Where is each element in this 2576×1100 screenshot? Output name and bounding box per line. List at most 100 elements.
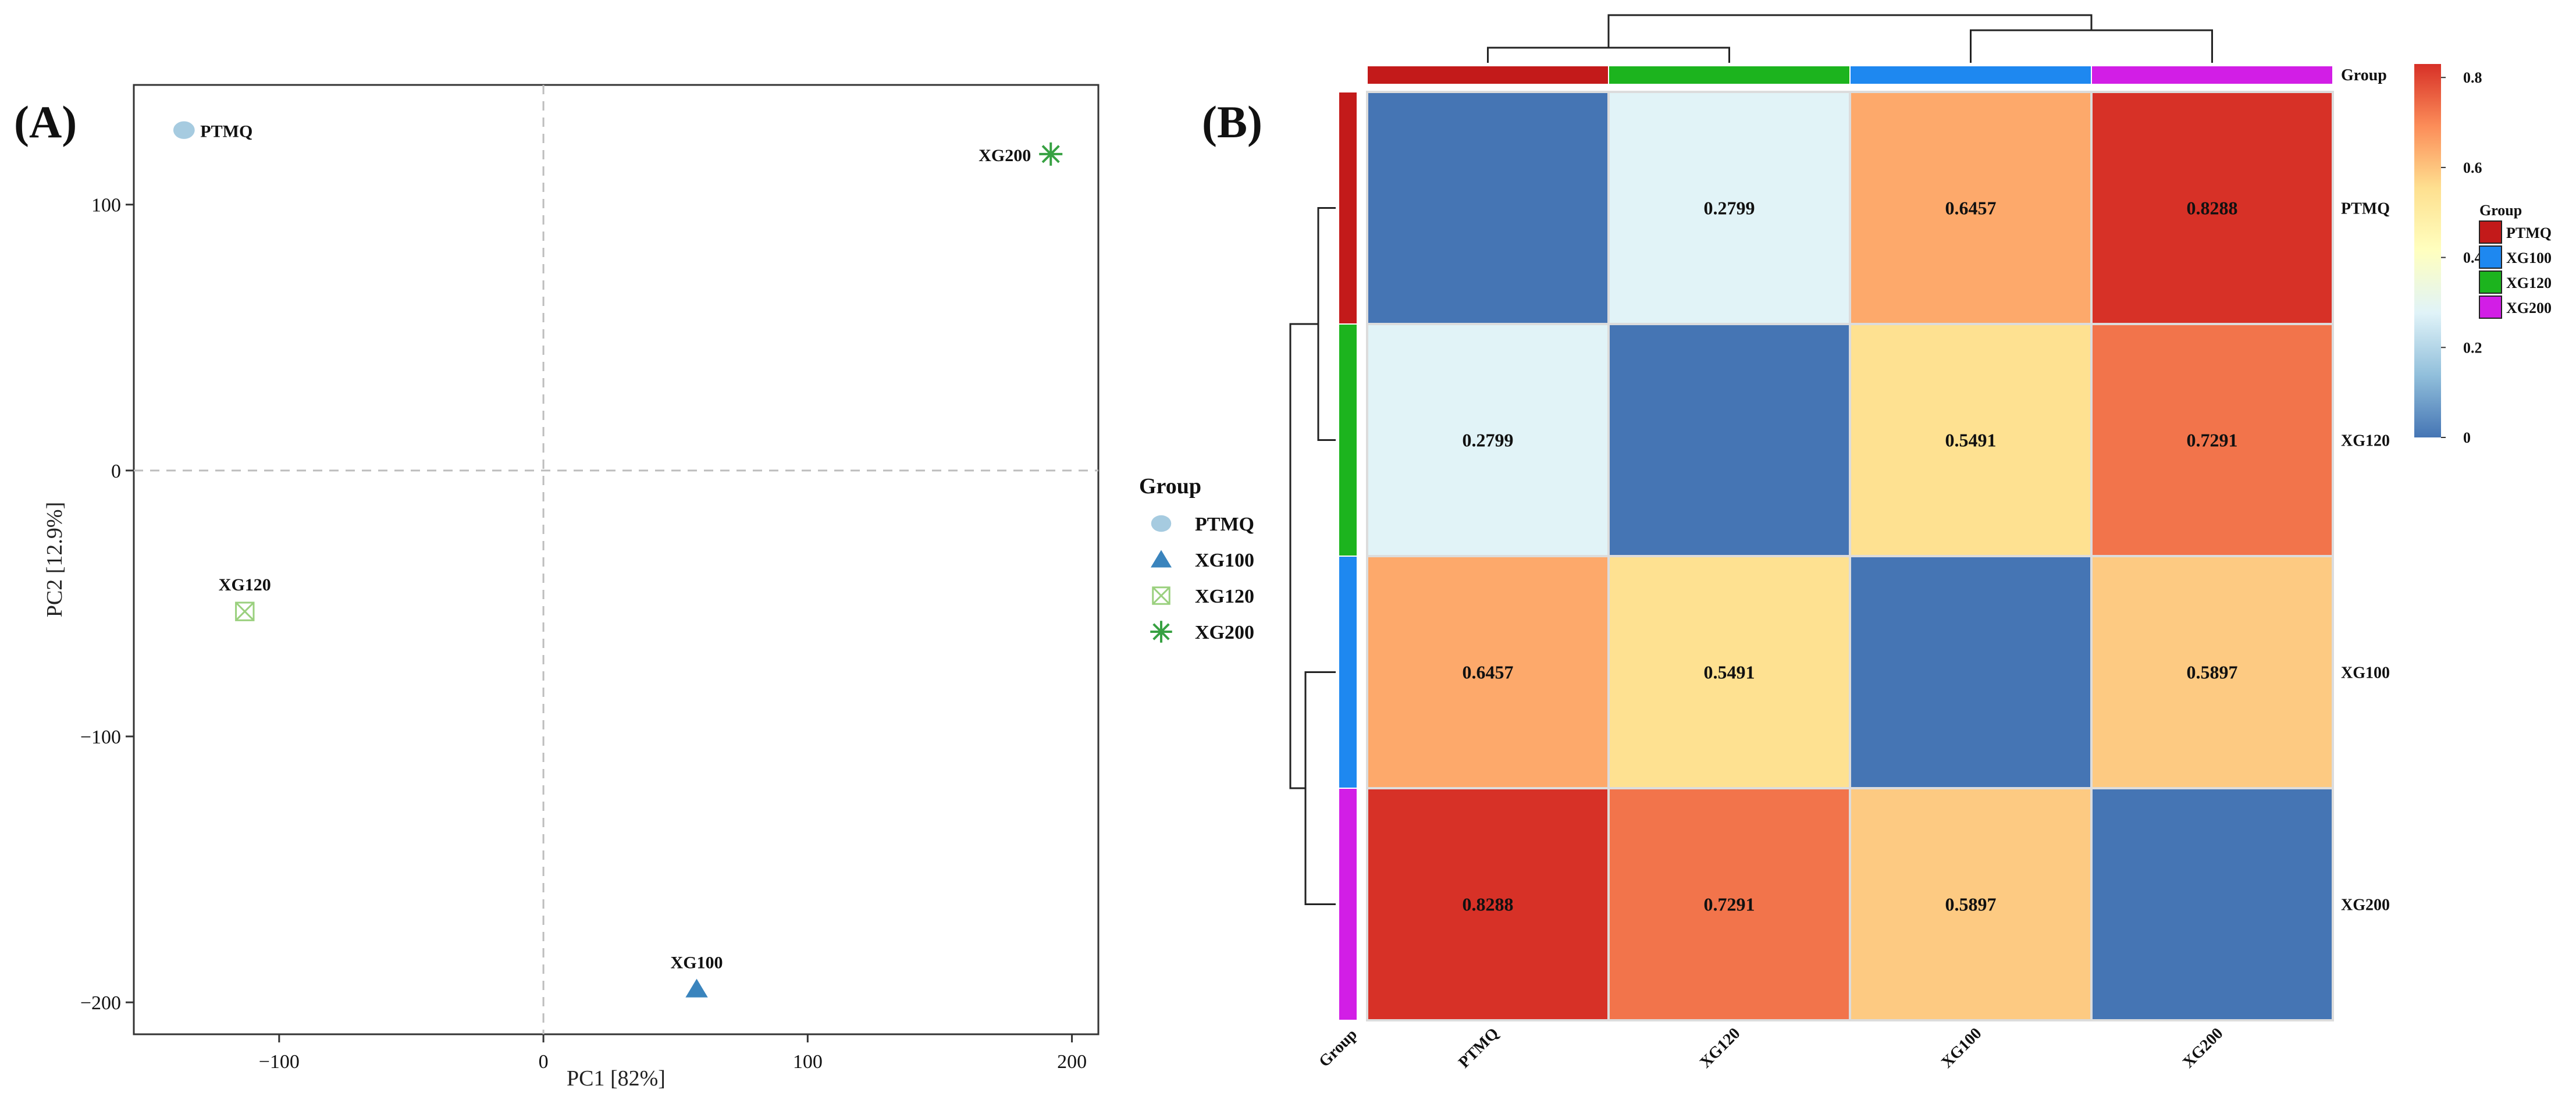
column-group-bar: [1368, 66, 1608, 84]
heatmap-cell: [2090, 787, 2334, 1021]
panel-a-label: (A): [14, 97, 77, 147]
cell-value: 0.2799: [1463, 430, 1514, 451]
point-label: PTMQ: [200, 122, 252, 141]
column-group-bar: [2092, 66, 2332, 84]
marker-square: [235, 601, 255, 621]
legend-label: XG120: [1195, 586, 1254, 607]
column-label: XG100: [1938, 1024, 1985, 1071]
y-tick-label: 0: [111, 461, 121, 482]
x-tick-label: 200: [1057, 1051, 1087, 1073]
cell-value: 0.6457: [1463, 662, 1514, 683]
heatmap-cell: [1366, 555, 1610, 789]
column-label: XG120: [1696, 1024, 1744, 1071]
column-group-bar: [1609, 66, 1849, 84]
dendrogram-branch: [1970, 29, 2213, 63]
column-label: PTMQ: [1455, 1024, 1502, 1071]
row-group-bar: [1339, 92, 1357, 323]
cell-value: 0.5491: [1945, 430, 1997, 451]
group-legend-label: XG100: [2506, 250, 2552, 266]
left-dendrogram: [1289, 207, 1336, 905]
group-legend-swatch: [2479, 245, 2502, 269]
legend-label: PTMQ: [1195, 514, 1254, 535]
legend-title: Group: [1139, 474, 1201, 499]
heatmap-cell: [1607, 323, 1851, 557]
group-legend-label: PTMQ: [2506, 225, 2552, 241]
dendrogram-branch: [1487, 47, 1730, 63]
marker-spoke: [1041, 145, 1060, 163]
plot-frame: [133, 84, 1100, 1035]
heatmap-cell: [1849, 323, 2093, 557]
point-label: XG120: [219, 575, 271, 595]
dendrogram-branch: [1289, 323, 1318, 789]
point-label: XG200: [979, 146, 1031, 165]
legend-marker-xg200: [1150, 621, 1172, 643]
cell-value: 0.8288: [1463, 894, 1514, 915]
y-tick-label: 100: [91, 195, 121, 216]
x-tick-label: 0: [539, 1051, 549, 1073]
dendrogram-branch: [1317, 207, 1336, 441]
correlation-heatmap: 0.2799 0.6457 0.8288 0.2799 0.5491 0.7291 0.64…: [1289, 14, 2552, 1071]
group-bar-label: Group: [2341, 66, 2387, 84]
heatmap-cell: [1607, 787, 1851, 1021]
colorbar-tick-label: 0.8: [2463, 69, 2482, 86]
y-tick-label: −100: [80, 727, 121, 748]
legend-marker-ptmq: [1151, 515, 1172, 532]
row-label: XG120: [2341, 432, 2390, 450]
dendrogram-branch: [1607, 14, 2093, 48]
row-group-bar: [1339, 325, 1357, 556]
point-label: XG100: [671, 953, 723, 972]
pca-scatter-plot: −100 0 100 200 100 0 −100 −200 PC1 [82%] PC2 [12.…: [42, 84, 1254, 1091]
group-bar-label-bottom: Group: [1315, 1026, 1361, 1071]
top-dendrogram: [1487, 14, 2213, 63]
cell-value: 0.5897: [2187, 662, 2238, 683]
marker-spoke: [1152, 623, 1170, 640]
point-xg100: [685, 978, 708, 998]
cell-value: 0.7291: [1704, 894, 1755, 915]
colorbar: [2414, 64, 2441, 437]
group-legend-label: XG120: [2506, 275, 2552, 291]
point-xg120: [235, 601, 255, 621]
cell-value: 0.5897: [1945, 894, 1997, 915]
cell-value: 0.5491: [1704, 662, 1755, 683]
legend-label: XG100: [1195, 550, 1254, 571]
row-label: XG100: [2341, 664, 2390, 682]
colorbar-tick-label: 0.6: [2463, 159, 2482, 176]
marker-cross-line: [235, 601, 255, 621]
x-tick-label: −100: [259, 1051, 300, 1073]
cell-value: 0.6457: [1945, 198, 1997, 219]
row-group-bar: [1339, 789, 1357, 1020]
heatmap-cell: [2090, 555, 2334, 789]
group-legend-label: XG200: [2506, 300, 2552, 316]
heatmap-cell: [1607, 555, 1851, 789]
y-tick-label: −200: [80, 992, 121, 1014]
row-group-bar: [1339, 557, 1357, 788]
cell-value: 0.2799: [1704, 198, 1755, 219]
colorbar-tick-label: 0: [2463, 429, 2471, 446]
y-axis-label: PC2 [12.9%]: [42, 502, 67, 617]
dendrogram-branch: [1304, 671, 1336, 905]
point-xg200: [1039, 142, 1063, 166]
heatmap-cell: [1849, 91, 2093, 325]
heatmap-cell: [1849, 787, 2093, 1021]
cell-value: 0.7291: [2187, 430, 2238, 451]
x-tick-label: 100: [793, 1051, 823, 1073]
heatmap-cell: [1366, 323, 1610, 557]
cell-value: 0.8288: [2187, 198, 2238, 219]
legend-marker-xg120: [1152, 586, 1170, 605]
group-legend-swatch: [2479, 296, 2502, 319]
heatmap-cell: [1366, 787, 1610, 1021]
marker-square: [1152, 586, 1170, 605]
heatmap-cell: [1366, 91, 1610, 325]
group-legend-swatch: [2479, 270, 2502, 294]
legend-label: XG200: [1195, 622, 1254, 643]
row-label: XG200: [2341, 896, 2390, 914]
heatmap-cell: [1607, 91, 1851, 325]
column-label: XG200: [2179, 1024, 2226, 1071]
heatmap-cell: [2090, 323, 2334, 557]
legend-marker-xg100: [1151, 550, 1172, 568]
colorbar-tick-label: 0.2: [2463, 339, 2482, 356]
marker-cross-line: [1152, 586, 1170, 605]
group-legend-title: Group: [2479, 202, 2522, 219]
group-legend-swatch: [2479, 220, 2502, 244]
